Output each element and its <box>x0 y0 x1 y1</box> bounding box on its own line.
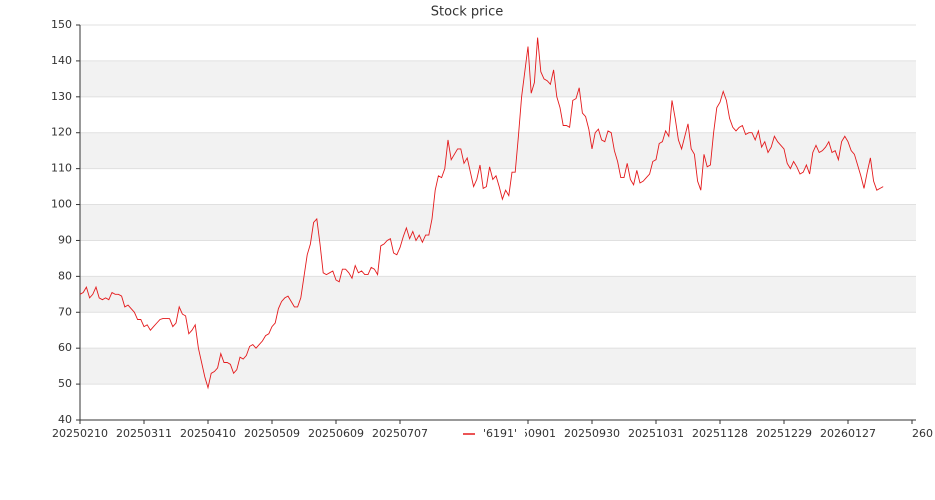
x-tick-label: 20250609 <box>308 427 364 440</box>
grid-band <box>80 60 916 97</box>
y-tick-label: 110 <box>51 162 72 175</box>
y-tick-label: 80 <box>58 269 72 282</box>
x-tick-label: 20251128 <box>692 427 748 440</box>
y-tick-label: 150 <box>51 18 72 31</box>
grid-band <box>80 204 916 241</box>
legend-label: '6191' <box>483 427 517 440</box>
y-tick-label: 100 <box>51 198 72 211</box>
price-line <box>79 37 884 390</box>
y-tick-label: 50 <box>58 377 72 390</box>
y-tick-label: 130 <box>51 90 72 103</box>
y-tick-label: 70 <box>58 305 72 318</box>
x-tick-label: 20250410 <box>180 427 236 440</box>
chart-title: Stock price <box>431 5 503 20</box>
x-tick-label: 20250311 <box>116 427 172 440</box>
x-tick-label: 20251031 <box>628 427 684 440</box>
x-tick-label: 20250707 <box>372 427 428 440</box>
y-tick-label: 60 <box>58 341 72 354</box>
y-tick-label: 40 <box>58 413 72 426</box>
x-tick-label: 20250930 <box>564 427 620 440</box>
x-tick-label: 20260127 <box>820 427 876 440</box>
x-tick-label: 260 <box>912 427 933 440</box>
legend-box <box>459 426 525 442</box>
x-tick-label: 20250509 <box>244 427 300 440</box>
grid-band <box>80 348 916 385</box>
y-tick-label: 140 <box>51 54 72 67</box>
y-tick-label: 120 <box>51 126 72 139</box>
x-tick-label: 20250210 <box>52 427 108 440</box>
x-tick-label: 20251229 <box>756 427 812 440</box>
y-tick-label: 90 <box>58 233 72 246</box>
grid-band <box>80 132 916 169</box>
grid-band <box>80 276 916 313</box>
